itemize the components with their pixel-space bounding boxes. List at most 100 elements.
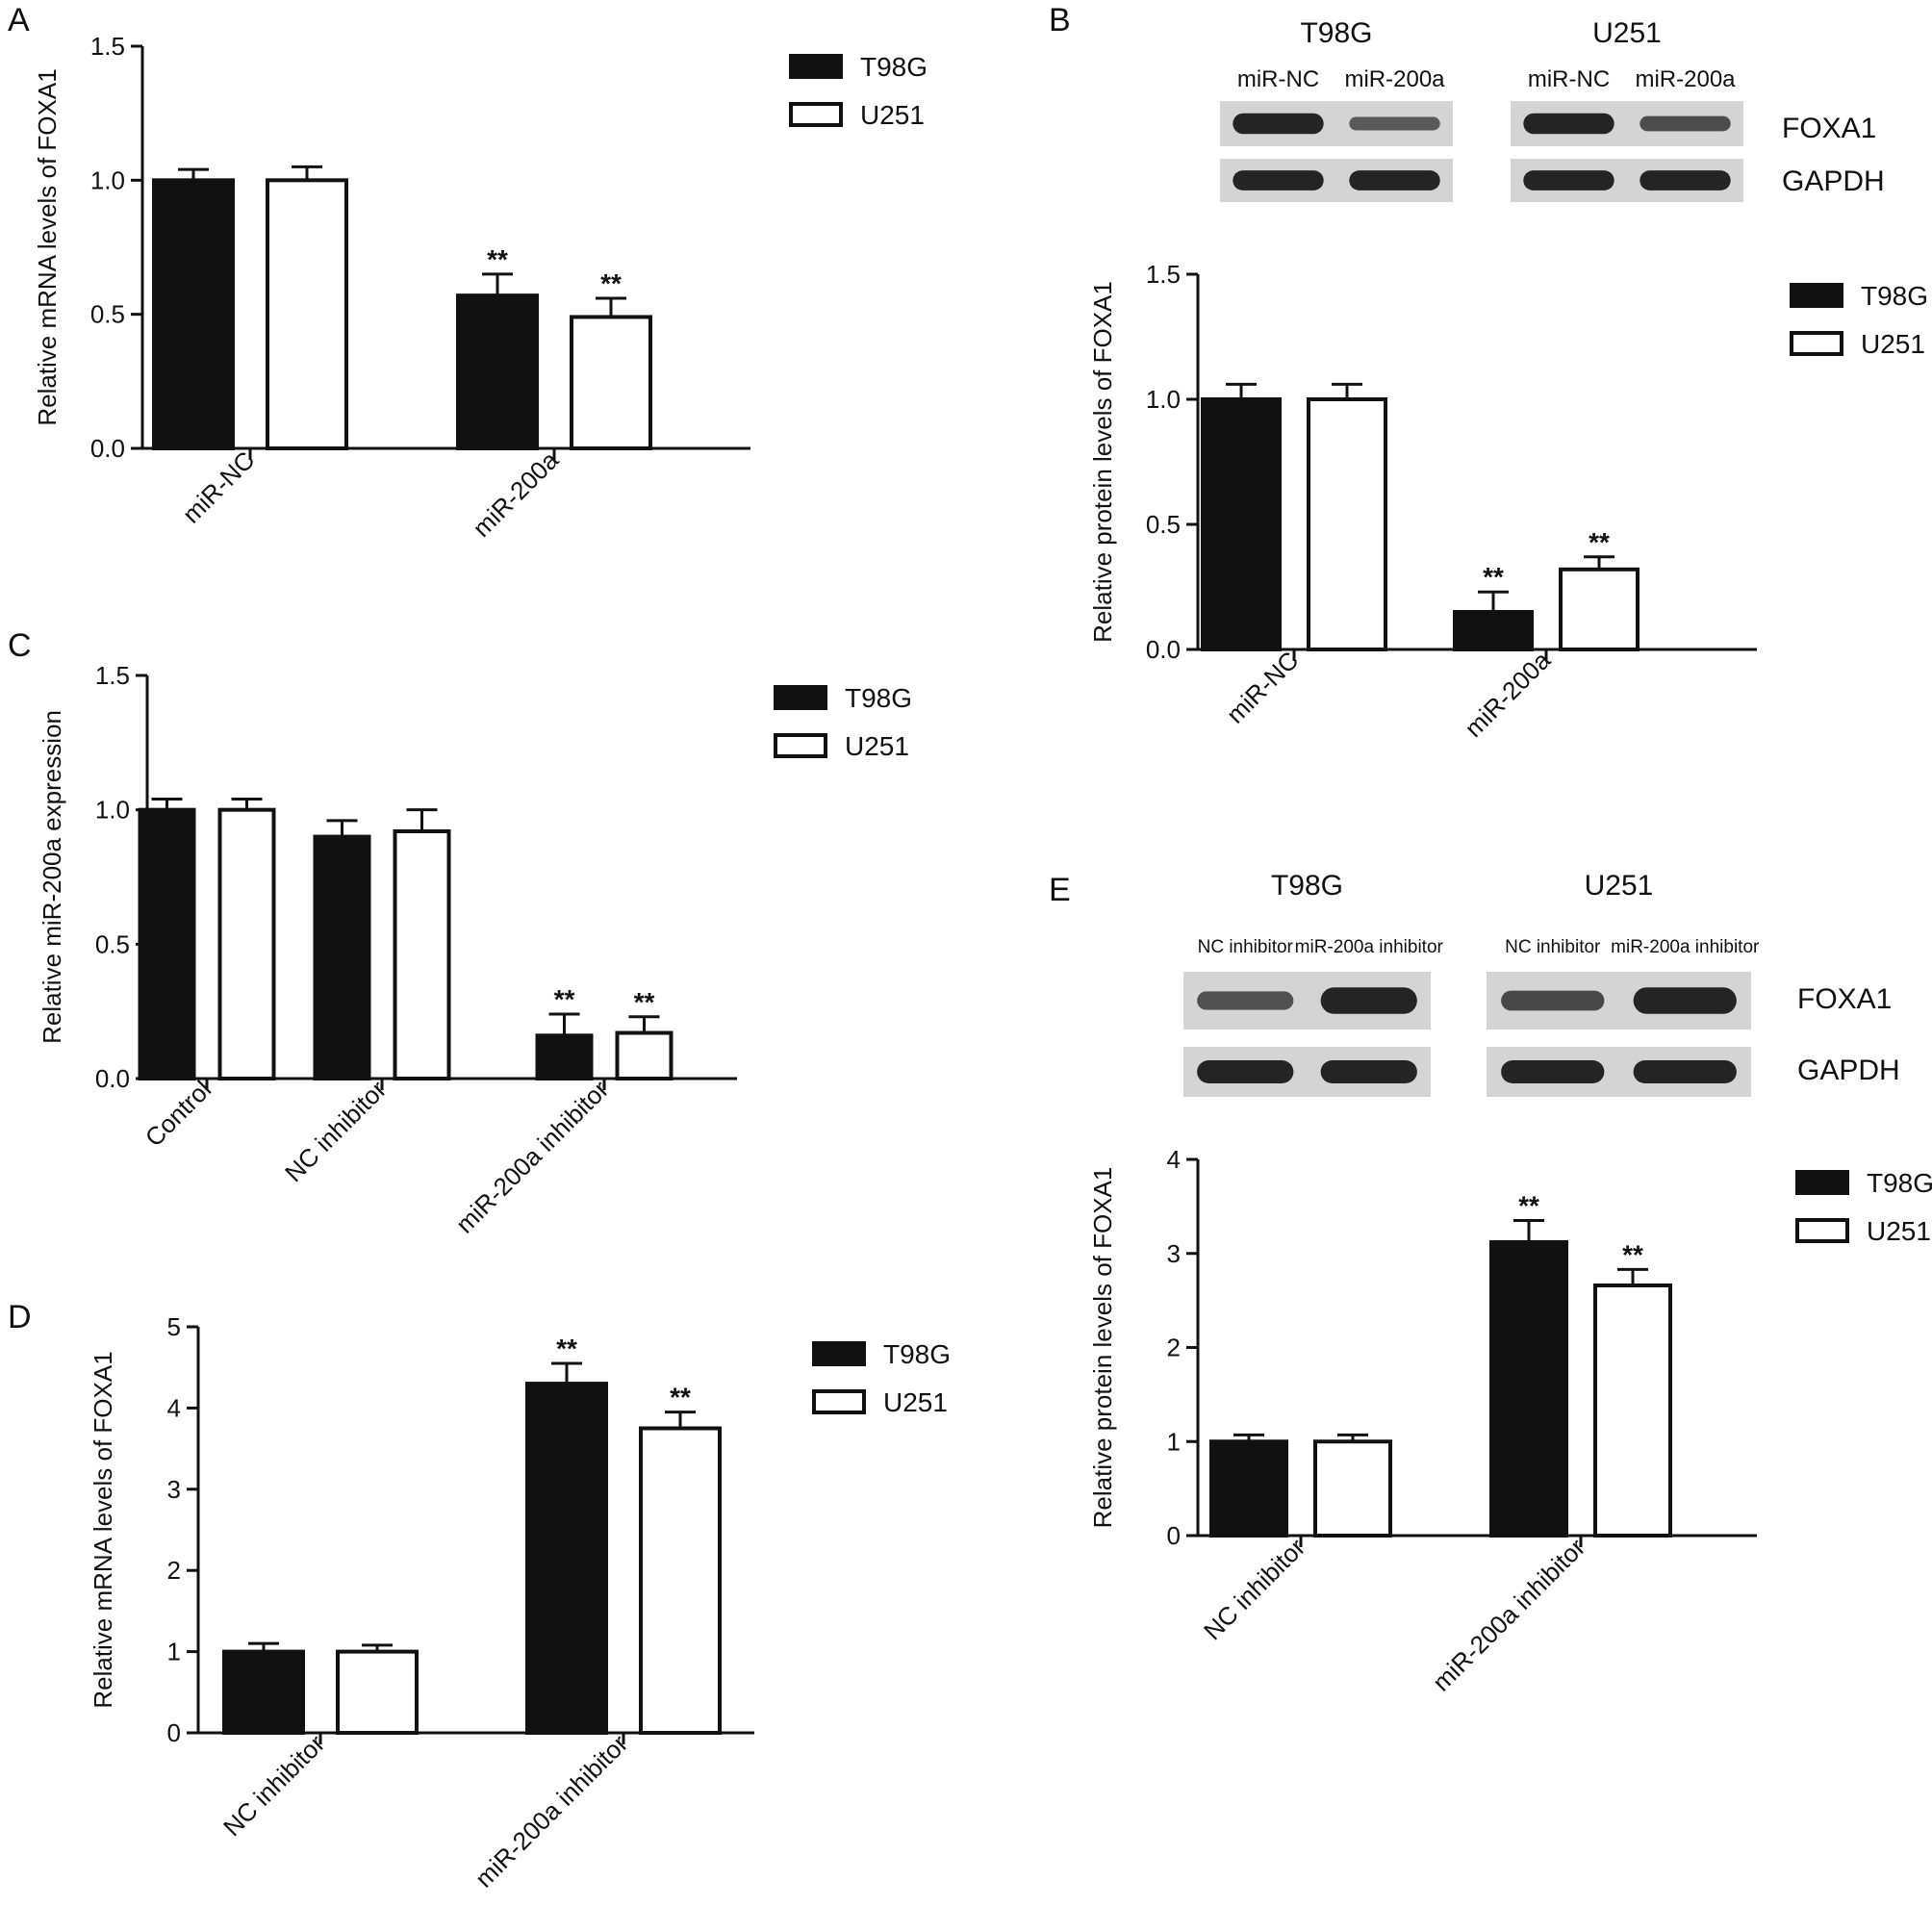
blot-lane-label: miR-200a xyxy=(1635,66,1736,92)
category-label: miR-200a inhibitor xyxy=(1427,1533,1591,1697)
blot-cell-line-title: T98G xyxy=(1271,870,1343,902)
y-tick-label: 1.5 xyxy=(95,661,130,690)
panel-letter: B xyxy=(1049,2,1071,38)
bar-t98g xyxy=(138,807,196,1081)
legend-swatch-u251 xyxy=(789,102,843,127)
panel-letter: C xyxy=(8,627,32,664)
bar-u251 xyxy=(570,315,652,450)
legend-label: U251 xyxy=(860,100,925,130)
blot-protein-label: FOXA1 xyxy=(1797,983,1892,1015)
panel-a: A 0.0 0.5 1.0 1.5 Relative mRNA levels of FOX… xyxy=(8,2,928,543)
blot-lane-label: miR-200a xyxy=(1344,66,1445,92)
y-tick-label: 2 xyxy=(1167,1334,1181,1362)
legend-label: T98G xyxy=(883,1339,951,1369)
y-tick-label: 0.5 xyxy=(90,300,125,329)
legend-swatch-t98g xyxy=(774,685,827,710)
bar-t98g xyxy=(1209,1439,1288,1538)
panel-d: D 0 1 2 3 4 5 Relative mRNA levels of FOXA1 NC i… xyxy=(8,1299,951,1893)
blot-band xyxy=(1633,1060,1737,1083)
panel-letter: E xyxy=(1049,872,1071,908)
legend-swatch-u251 xyxy=(774,733,827,758)
western-blot-b: T98G miR-NC miR-200a U251 miR-NC miR-200a FOXA… xyxy=(1220,17,1885,202)
bar-t98g xyxy=(1201,397,1282,651)
bar-u251 xyxy=(639,1426,722,1735)
blot-cell-line-title: T98G xyxy=(1300,17,1372,49)
category-label: NC inhibitor xyxy=(279,1075,392,1187)
legend-label: U251 xyxy=(1867,1216,1931,1246)
legend-label: T98G xyxy=(1861,281,1928,311)
y-tick-label: 0.0 xyxy=(90,434,125,463)
bar-t98g xyxy=(525,1382,608,1735)
panel-e: E 0 1 2 3 4 Relative protein levels of FOXA1 NC… xyxy=(1049,872,1932,1696)
y-tick-label: 1.0 xyxy=(90,165,125,194)
blot-band xyxy=(1523,170,1614,191)
bar-u251 xyxy=(1307,397,1387,651)
panel-c: C 0.0 0.5 1.0 1.5 Relative miR-200a expressio… xyxy=(8,627,912,1238)
legend-label: U251 xyxy=(883,1387,948,1417)
significance-label: ** xyxy=(1622,1239,1643,1269)
significance-label: ** xyxy=(487,244,508,274)
category-label: miR-200a inhibitor xyxy=(450,1075,615,1239)
bar-u251 xyxy=(1313,1439,1392,1538)
bar-u251 xyxy=(336,1649,419,1735)
panel-letter: D xyxy=(8,1299,32,1335)
blot-protein-label: GAPDH xyxy=(1782,165,1885,197)
blot-lane-label: miR-200a inhibitor xyxy=(1611,937,1760,957)
legend-swatch-t98g xyxy=(1790,283,1843,308)
bar-t98g xyxy=(222,1649,305,1735)
y-tick-label: 4 xyxy=(167,1393,181,1422)
significance-label: ** xyxy=(600,268,622,298)
bar-t98g xyxy=(152,178,235,450)
blot-cell-line-title: U251 xyxy=(1585,870,1654,902)
y-tick-label: 5 xyxy=(167,1312,181,1341)
y-tick-label: 3 xyxy=(167,1475,181,1504)
y-tick-label: 1.0 xyxy=(1146,385,1181,414)
legend-swatch-t98g xyxy=(1795,1170,1849,1195)
significance-label: ** xyxy=(1518,1191,1539,1221)
bar-t98g xyxy=(1453,610,1534,651)
category-label: miR-200a xyxy=(1459,646,1556,743)
blot-lane-label: NC inhibitor xyxy=(1198,937,1294,957)
significance-label: ** xyxy=(1483,562,1504,592)
blot-lane-label: NC inhibitor xyxy=(1505,937,1601,957)
bar-u251 xyxy=(266,178,348,450)
category-label: miR-200a inhibitor xyxy=(470,1729,634,1894)
category-label: NC inhibitor xyxy=(217,1729,330,1842)
y-tick-label: 1.0 xyxy=(95,796,130,825)
blot-band xyxy=(1640,115,1731,132)
blot-band xyxy=(1633,987,1737,1014)
y-tick-label: 2 xyxy=(167,1556,181,1585)
blot-band xyxy=(1320,1060,1417,1083)
blot-band xyxy=(1197,1060,1294,1083)
legend-label: T98G xyxy=(1867,1168,1932,1198)
y-tick-label: 0.0 xyxy=(95,1064,130,1093)
blot-band xyxy=(1523,113,1614,135)
y-tick-label: 0.5 xyxy=(1146,510,1181,539)
bar-u251 xyxy=(1559,567,1640,651)
legend-swatch-u251 xyxy=(1790,331,1843,356)
y-axis-label: Relative protein levels of FOXA1 xyxy=(1088,281,1117,643)
significance-label: ** xyxy=(634,987,655,1017)
blot-lane-label: miR-NC xyxy=(1237,66,1319,92)
y-tick-label: 0 xyxy=(167,1718,181,1747)
category-label: miR-NC xyxy=(177,445,261,529)
blot-lane-label: miR-200a inhibitor xyxy=(1295,937,1444,957)
significance-label: ** xyxy=(1589,527,1610,557)
blot-band xyxy=(1320,987,1417,1014)
y-tick-label: 1 xyxy=(1167,1427,1181,1456)
blot-band xyxy=(1349,116,1440,131)
bar-t98g xyxy=(1489,1240,1568,1538)
bar-t98g xyxy=(456,293,539,450)
category-label: NC inhibitor xyxy=(1198,1533,1310,1645)
y-tick-label: 3 xyxy=(1167,1239,1181,1268)
y-axis-label: Relative mRNA levels of FOXA1 xyxy=(33,68,62,425)
bar-t98g xyxy=(313,834,371,1080)
bar-t98g xyxy=(535,1033,594,1080)
category-label: miR-200a xyxy=(467,445,564,543)
blot-lane-label: miR-NC xyxy=(1528,66,1610,92)
legend-swatch-t98g xyxy=(789,54,843,79)
bar-u251 xyxy=(393,829,451,1080)
legend-label: U251 xyxy=(845,731,909,761)
